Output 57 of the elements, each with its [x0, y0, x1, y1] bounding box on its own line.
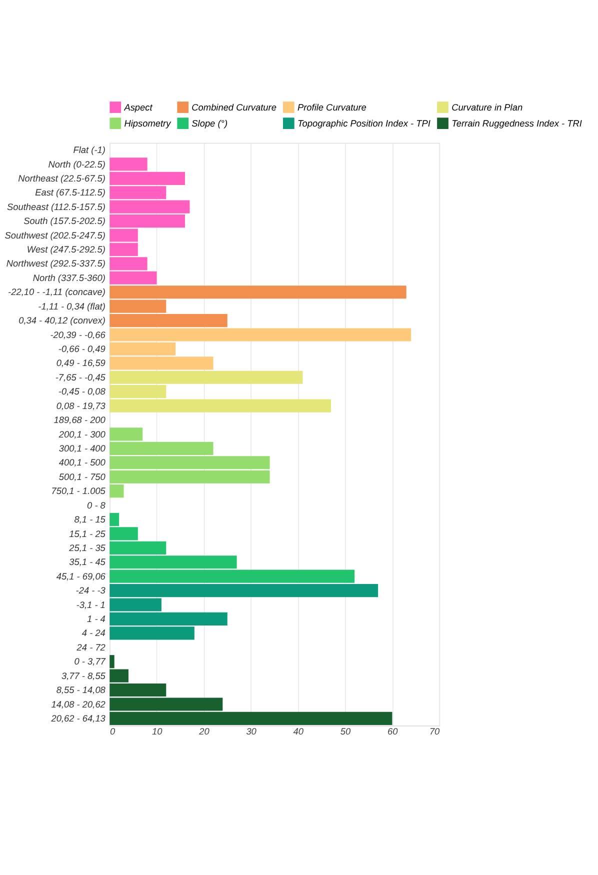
- legend-label: Terrain Ruggedness Index - TRI: [452, 118, 582, 128]
- legend-label: Curvature in Plan: [452, 102, 523, 112]
- y-tick-label: -1,11 - 0,34 (flat): [38, 301, 106, 312]
- y-tick-label: -20,39 - -0,66: [50, 330, 106, 340]
- y-tick-label: 8,55 - 14,08: [56, 685, 106, 696]
- x-tick-label: 60: [387, 726, 399, 736]
- x-tick-label: 70: [429, 726, 441, 736]
- x-tick-label: 50: [340, 726, 352, 736]
- legend-label: Combined Curvature: [192, 102, 276, 112]
- y-tick-label: 15,1 - 25: [69, 528, 106, 539]
- y-tick-label: North (0-22.5): [48, 159, 106, 170]
- y-tick-label: -0,45 - 0,08: [58, 386, 106, 397]
- x-tick-label: 30: [246, 726, 258, 736]
- y-tick-label: 400,1 - 500: [58, 458, 106, 468]
- y-tick-label: 45,1 - 69,06: [56, 571, 106, 582]
- y-tick-label: East (67.5-112.5): [35, 188, 106, 198]
- y-tick-label: 300,1 - 400: [58, 443, 106, 454]
- y-tick-label: Southwest (202.5-247.5): [4, 230, 106, 240]
- y-tick-label: South (157.5-202.5): [24, 216, 106, 226]
- y-tick-label: 189,68 - 200: [54, 415, 106, 426]
- y-tick-label: 0 - 8: [87, 500, 106, 510]
- legend-label: Aspect: [123, 102, 153, 112]
- y-tick-label: 4 - 24: [82, 628, 106, 638]
- y-tick-label: North (337.5-360): [32, 272, 106, 283]
- x-tick-label: 20: [198, 726, 210, 736]
- legend-label: Profile Curvature: [297, 102, 366, 112]
- y-tick-label: 20,62 - 64,13: [50, 714, 106, 724]
- y-tick-label: 750,1 - 1.005: [51, 486, 106, 496]
- y-tick-label: 500,1 - 750: [58, 472, 106, 482]
- y-tick-label: 0,49 - 16,59: [56, 358, 106, 368]
- y-tick-label: Northeast (22.5-67.5): [18, 173, 106, 184]
- y-tick-label: -24 - -3: [76, 586, 106, 596]
- y-tick-label: 0,34 - 40,12 (convex): [18, 316, 106, 326]
- y-tick-label: -3,1 - 1: [76, 600, 106, 610]
- x-tick-label: 40: [293, 726, 304, 736]
- y-tick-label: -22,10 - -1,11 (concave): [8, 287, 106, 298]
- y-tick-label: 14,08 - 20,62: [51, 699, 106, 710]
- legend-label: Hipsometry: [124, 118, 172, 128]
- y-tick-label: -7,65 - -0,45: [55, 372, 106, 382]
- y-tick-label: 1 - 4: [87, 614, 106, 624]
- y-tick-label: Southeast (112.5-157.5): [7, 202, 106, 212]
- y-tick-label: Northwest (292.5-337.5): [6, 258, 106, 269]
- y-tick-label: 200,1 - 300: [58, 429, 106, 440]
- y-tick-label: 0 - 3,77: [74, 656, 106, 667]
- y-tick-label: 8,1 - 15: [74, 514, 106, 525]
- y-tick-label: 3,77 - 8,55: [61, 670, 106, 681]
- y-tick-label: Flat (-1): [73, 145, 106, 156]
- legend-label: Slope (°): [192, 118, 228, 128]
- y-tick-label: 35,1 - 45: [69, 557, 106, 568]
- x-tick-label: 10: [152, 726, 164, 736]
- y-tick-label: West (247.5-292.5): [26, 244, 106, 255]
- y-tick-label: 25,1 - 35: [68, 542, 106, 553]
- legend-label: Topographic Position Index - TPI: [297, 118, 431, 128]
- y-tick-label: -0,66 - 0,49: [58, 344, 106, 354]
- y-tick-label: 24 - 72: [76, 642, 106, 652]
- y-tick-label: 0,08 - 19,73: [56, 400, 106, 411]
- x-tick-label: 0: [110, 726, 116, 736]
